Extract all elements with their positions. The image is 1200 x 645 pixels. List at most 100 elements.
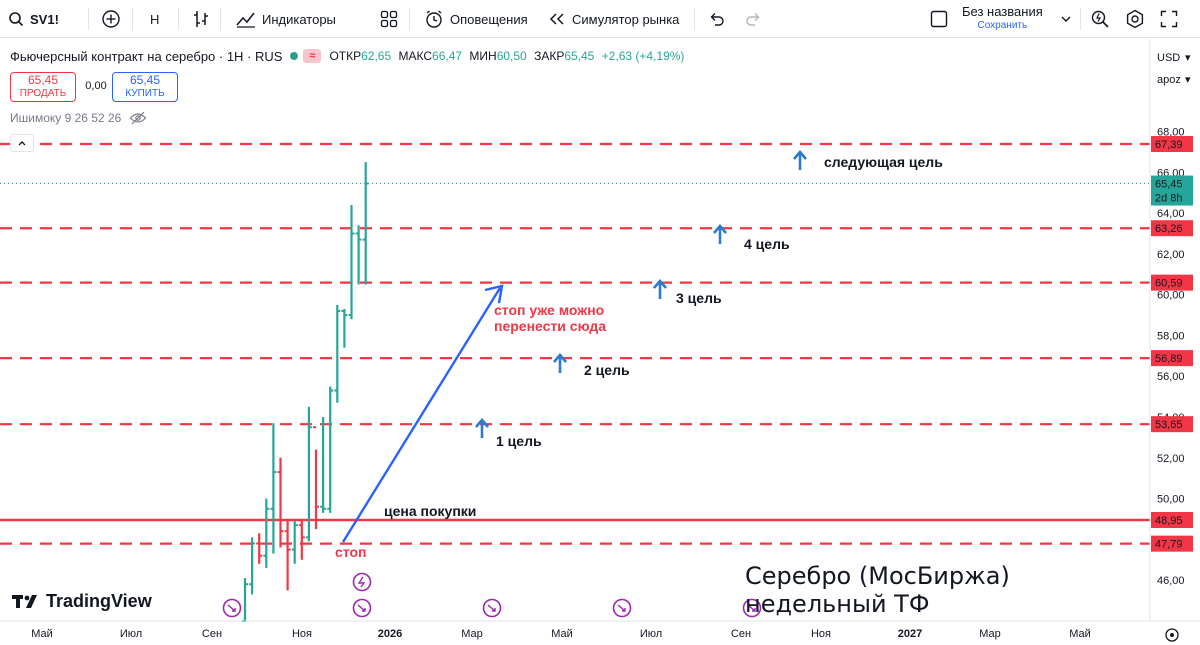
compare-button[interactable] [101, 0, 121, 38]
tradingview-icon [12, 595, 37, 608]
undo-icon [710, 13, 724, 26]
level-price-label [1151, 274, 1193, 291]
sell-label: ПРОДАТЬ [19, 88, 67, 99]
layout-name-button[interactable]: Без названия Сохранить [930, 0, 1043, 38]
alarm-clock-icon [426, 10, 442, 28]
layout-name: Без названия [962, 4, 1043, 19]
annotation-target-3[interactable]: 3 цель [676, 290, 722, 306]
contract-roll-event-icon[interactable] [482, 598, 502, 618]
time-tick: 2027 [898, 628, 922, 640]
time-tick: Мар [461, 628, 483, 640]
target-arrow-icon[interactable] [713, 224, 727, 244]
ohlc-bar [362, 162, 369, 285]
unit-label[interactable]: apoz [1157, 74, 1181, 86]
indicators-button[interactable]: Индикаторы [236, 0, 336, 38]
layouts-button[interactable] [380, 0, 398, 38]
time-axis[interactable] [0, 622, 1200, 645]
level-price-text: 56,89 [1155, 353, 1183, 365]
ohlc-bar [256, 533, 263, 564]
time-tick: Мар [979, 628, 1001, 640]
time-tick: Ноя [811, 628, 831, 640]
target-arrow-icon[interactable] [553, 353, 567, 373]
close-value: 65,45 [564, 49, 595, 63]
price-tick: 58,00 [1157, 330, 1185, 342]
interval-button[interactable]: H [150, 0, 159, 38]
quick-search-button[interactable] [1090, 0, 1110, 38]
price-chart[interactable]: следующая цель 4 цель 3 цель 2 цель 1 цель це… [0, 39, 1200, 645]
annotation-stop[interactable]: стоп [335, 544, 366, 560]
eye-hidden-icon[interactable] [129, 111, 147, 125]
annotation-buy-price[interactable]: цена покупки [384, 503, 476, 519]
collapse-legend-button[interactable] [10, 134, 34, 152]
price-tick: 50,00 [1157, 494, 1185, 506]
replay-button[interactable]: Симулятор рынка [548, 0, 679, 38]
level-price-label [1151, 350, 1193, 367]
ohlc-bar [348, 204, 355, 320]
currency-dropdown-icon[interactable]: ▾ [1185, 52, 1191, 64]
contract-roll-event-icon[interactable] [612, 598, 632, 618]
level-price-label [1151, 416, 1193, 433]
level-price-label [1151, 512, 1193, 528]
currency-label[interactable]: USD [1157, 52, 1180, 64]
ohlc-bar [341, 308, 348, 348]
level-price-label [1151, 220, 1193, 237]
dividend-event-icon[interactable] [352, 572, 372, 592]
target-arrow-icon[interactable] [475, 418, 489, 438]
ohlc-bar [291, 521, 298, 564]
layout-menu-button[interactable] [1060, 0, 1072, 38]
time-tick: Июл [120, 628, 142, 640]
sell-button[interactable]: 65,45 ПРОДАТЬ [10, 72, 76, 102]
chart-type-button[interactable] [192, 0, 210, 38]
time-tick: Май [31, 628, 53, 640]
buy-price: 65,45 [129, 73, 161, 87]
ohlc-bar [277, 457, 284, 548]
undo-button[interactable] [708, 0, 726, 38]
open-value: 62,65 [361, 49, 392, 63]
alerts-label: Оповещения [450, 11, 528, 27]
indicators-label: Индикаторы [262, 11, 336, 27]
redo-button[interactable] [744, 0, 762, 38]
bar-countdown-text: 2d 8h [1155, 193, 1183, 205]
symbol-search-button[interactable]: SV1! [8, 0, 59, 38]
level-price-text: 48,95 [1155, 515, 1183, 527]
indicator-legend[interactable]: Ишимоку 9 26 52 26 [10, 110, 147, 126]
wave-badge-icon: ≈ [303, 49, 322, 63]
ohlc-bar [284, 521, 291, 591]
bar-chart-icon [194, 11, 208, 27]
ohlc-bar [298, 518, 305, 560]
annotation-target-1[interactable]: 1 цель [496, 433, 542, 449]
plus-circle-icon [102, 10, 120, 28]
level-price-text: 63,26 [1155, 223, 1183, 235]
alerts-button[interactable]: Оповещения [424, 0, 528, 38]
trend-arrow[interactable] [341, 287, 502, 543]
level-price-label [1151, 535, 1193, 552]
rewind-icon [549, 13, 564, 25]
ohlc-bar [263, 498, 270, 568]
unit-dropdown-icon[interactable]: ▾ [1185, 74, 1191, 86]
fullscreen-icon [1160, 10, 1178, 28]
annotation-next-target[interactable]: следующая цель [824, 154, 943, 170]
fullscreen-button[interactable] [1160, 0, 1178, 38]
price-tick: 62,00 [1157, 249, 1185, 261]
ohlc-bar [313, 426, 319, 530]
annotation-target-2[interactable]: 2 цель [584, 362, 630, 378]
annotation-target-4[interactable]: 4 цель [744, 236, 790, 252]
time-tick: Май [551, 628, 573, 640]
search-icon [9, 12, 24, 27]
contract-roll-event-icon[interactable] [222, 598, 242, 618]
redo-icon [746, 13, 760, 26]
target-arrow-icon[interactable] [653, 279, 667, 299]
chart-watermark: Серебро (МосБиржа) недельный ТФ [745, 562, 1010, 618]
target-arrow-icon[interactable] [793, 150, 807, 170]
settings-button[interactable] [1125, 0, 1145, 38]
contract-roll-event-icon[interactable] [742, 598, 762, 618]
time-tick: 2026 [378, 628, 402, 640]
change-value: +2,63 (+4,19%) [601, 49, 685, 63]
time-tick: Сен [731, 628, 751, 640]
contract-roll-event-icon[interactable] [352, 598, 372, 618]
buy-button[interactable]: 65,45 КУПИТЬ [112, 72, 178, 102]
low-value: 60,50 [496, 49, 527, 63]
axis-settings-icon[interactable] [1165, 628, 1179, 642]
annotation-stop-move[interactable]: стоп уже можно перенести сюда [494, 302, 606, 334]
buy-label: КУПИТЬ [125, 88, 165, 99]
